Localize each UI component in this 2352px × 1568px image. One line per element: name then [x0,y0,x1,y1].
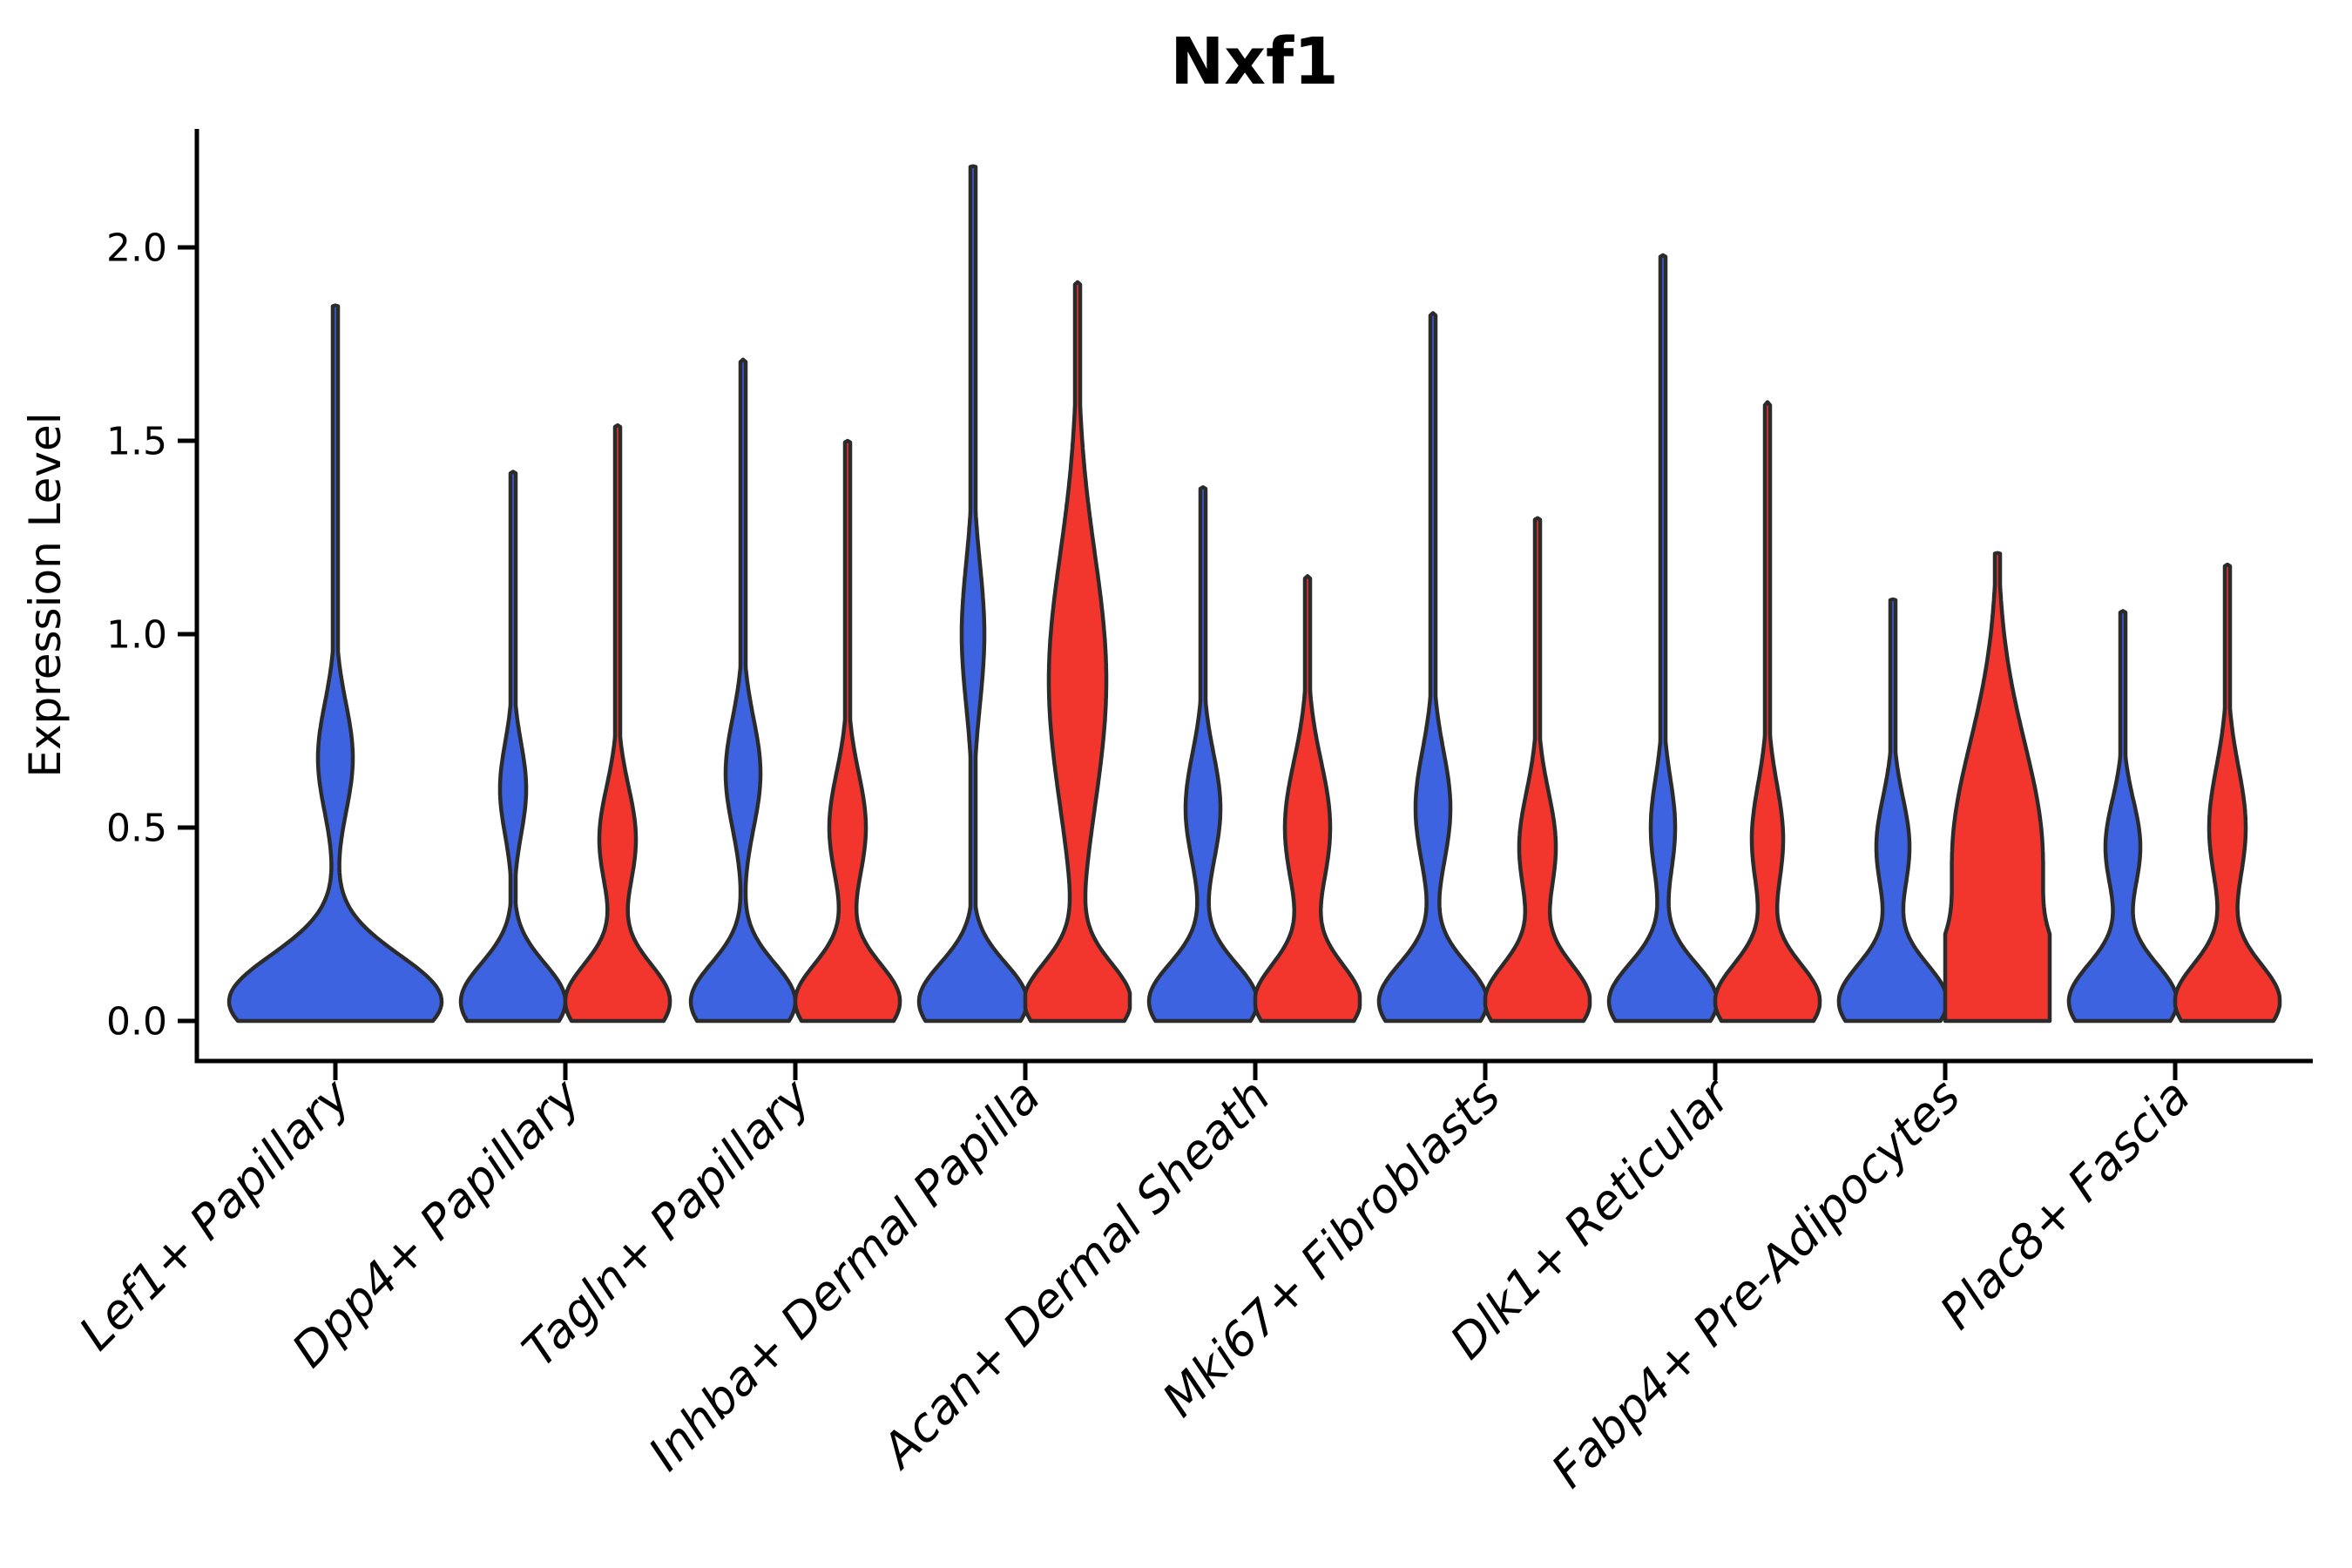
violin-red-3 [1023,280,1132,1024]
y-tick-label-0: 0.0 [106,999,167,1044]
x-tick-label-3: Inhba+ Dermal Papilla [638,1069,1051,1482]
violin-blue-2 [688,357,798,1024]
violin-blue-1 [458,470,568,1024]
violin-blue-4 [1146,485,1260,1024]
y-tick-label-1: 0.5 [106,806,167,850]
violin-red-1 [563,422,672,1024]
violin-blue-3 [916,164,1030,1024]
violin-red-7 [1943,551,2052,1024]
violin-red-6 [1713,400,1822,1024]
violin-blue-6 [1606,253,1720,1024]
violin-red-5 [1483,516,1592,1024]
violin-red-4 [1253,574,1362,1024]
y-tick-label-4: 2.0 [106,226,167,270]
violin-blue-0 [226,303,444,1024]
violin-blue-8 [2066,609,2180,1024]
violin-red-8 [2173,562,2282,1024]
violin-red-2 [793,438,902,1024]
violin-blue-5 [1376,311,1490,1024]
x-tick-label-7: Fabp4+ Pre-Adipocytes [1541,1069,1970,1498]
violin-blue-7 [1836,597,1950,1024]
plot-title: Nxf1 [1170,24,1339,99]
x-tick-label-4: Acan+ Dermal Sheath [869,1069,1281,1480]
x-tick-label-8: Plac8+ Fascia [1930,1069,2200,1340]
y-tick-label-3: 1.5 [106,419,167,463]
y-axis-label: Expression Level [20,412,71,778]
y-tick-label-2: 1.0 [106,612,167,657]
